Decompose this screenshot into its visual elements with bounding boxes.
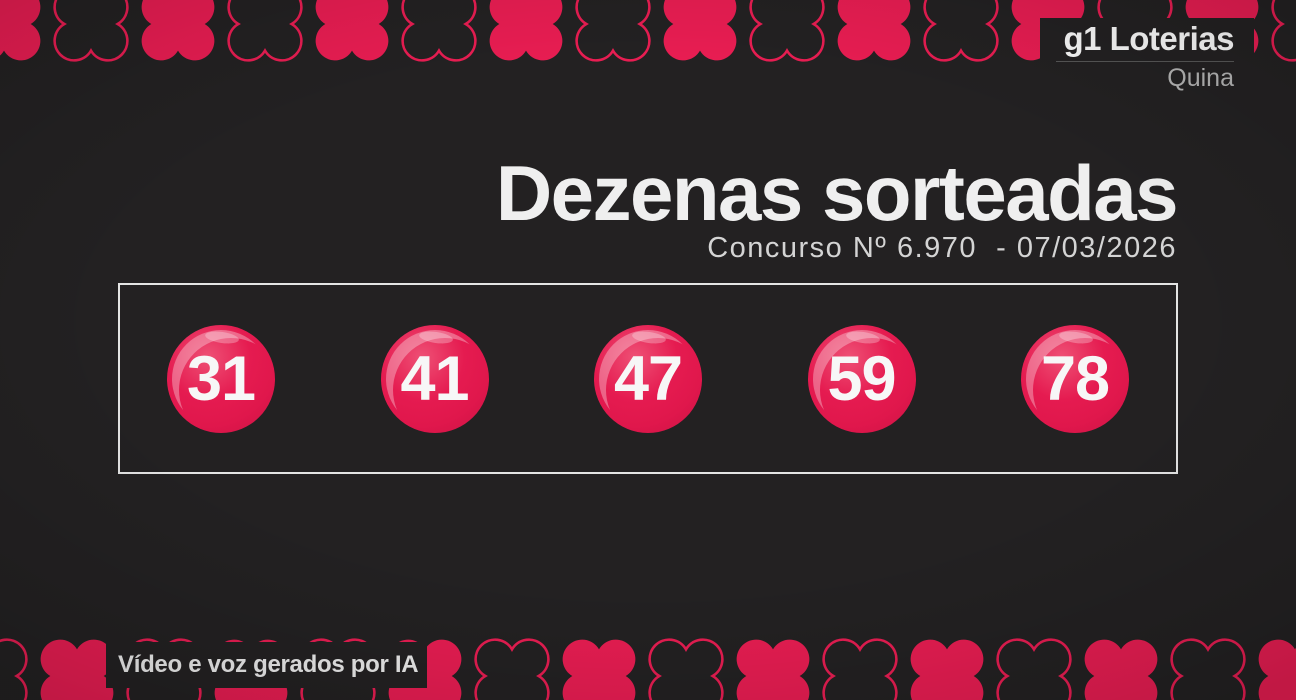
lottery-ball: 59 bbox=[807, 324, 916, 433]
four-leaf-clover-icon bbox=[996, 638, 1072, 700]
ball-number: 59 bbox=[827, 343, 896, 414]
four-leaf-clover-icon bbox=[837, 0, 911, 61]
four-leaf-clover-icon bbox=[141, 0, 215, 61]
four-leaf-clover-icon bbox=[910, 639, 984, 700]
four-leaf-clover-icon bbox=[562, 639, 636, 700]
ball-number: 41 bbox=[400, 343, 469, 414]
lottery-name: Quina bbox=[1167, 63, 1234, 92]
four-leaf-clover-icon bbox=[401, 0, 477, 62]
page-title: Dezenas sorteadas bbox=[495, 149, 1179, 237]
four-leaf-clover-icon bbox=[1170, 638, 1246, 700]
four-leaf-clover-icon bbox=[822, 638, 898, 700]
brand-divider bbox=[1056, 60, 1234, 62]
four-leaf-clover-icon bbox=[0, 638, 28, 700]
ball-number: 47 bbox=[613, 343, 683, 414]
ball-number: 31 bbox=[186, 343, 256, 414]
brand-logo: g1 Loterias bbox=[1063, 20, 1234, 57]
ai-disclaimer-bar: Vídeo e voz gerados por IA bbox=[106, 642, 427, 688]
drawn-numbers-panel: 31 41 47 59 78 bbox=[118, 283, 1178, 474]
contest-info: Concurso Nº 6.970 - 07/03/2026 bbox=[707, 232, 1177, 264]
four-leaf-clover-icon bbox=[40, 639, 114, 700]
lottery-ball: 41 bbox=[380, 324, 489, 433]
four-leaf-clover-icon bbox=[489, 0, 563, 61]
ball-number: 78 bbox=[1040, 343, 1110, 414]
four-leaf-clover-icon bbox=[923, 0, 999, 62]
four-leaf-clover-icon bbox=[663, 0, 737, 61]
four-leaf-clover-icon bbox=[1271, 0, 1296, 62]
four-leaf-clover-icon bbox=[749, 0, 825, 62]
lottery-ball: 78 bbox=[1021, 324, 1129, 433]
four-leaf-clover-icon bbox=[575, 0, 651, 62]
four-leaf-clover-icon bbox=[1258, 639, 1296, 700]
ai-disclaimer-text: Vídeo e voz gerados por IA bbox=[118, 651, 419, 678]
four-leaf-clover-icon bbox=[474, 638, 550, 700]
lottery-ball: 47 bbox=[594, 324, 702, 433]
four-leaf-clover-icon bbox=[736, 639, 810, 700]
four-leaf-clover-icon bbox=[648, 638, 724, 700]
four-leaf-clover-icon bbox=[315, 0, 389, 61]
four-leaf-clover-icon bbox=[53, 0, 129, 62]
four-leaf-clover-icon bbox=[0, 0, 41, 61]
four-leaf-clover-icon bbox=[1084, 639, 1158, 700]
four-leaf-clover-icon bbox=[227, 0, 303, 62]
lottery-ball: 31 bbox=[167, 324, 275, 433]
brand-block: g1 Loterias Quina bbox=[1040, 18, 1254, 94]
